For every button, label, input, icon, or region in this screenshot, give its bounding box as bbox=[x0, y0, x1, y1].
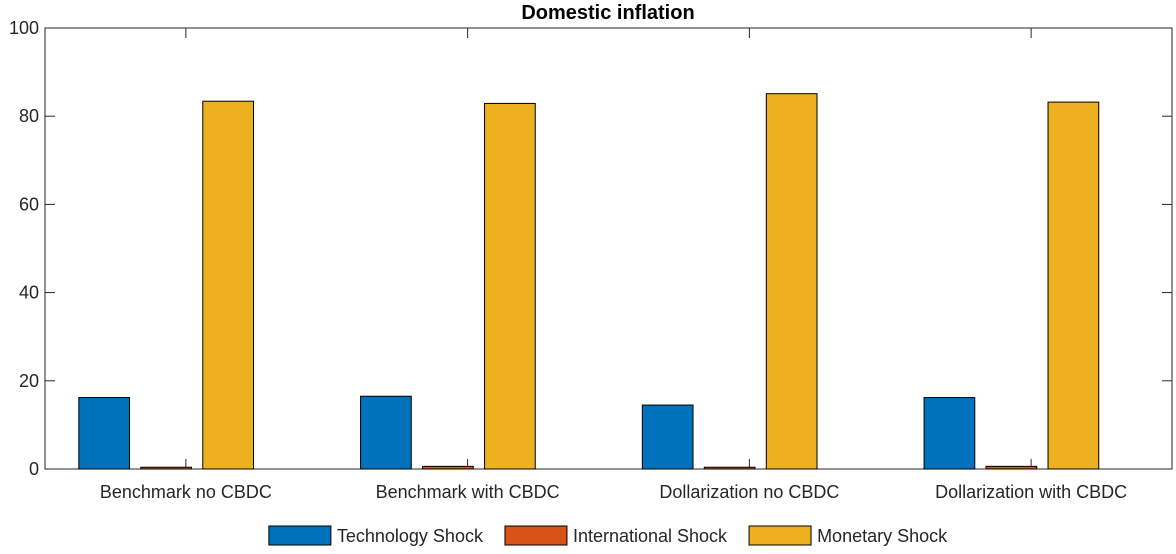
legend-swatch bbox=[504, 525, 568, 546]
bar bbox=[703, 466, 756, 470]
x-tick-label: Dollarization no CBDC bbox=[659, 482, 839, 502]
bar bbox=[202, 100, 254, 470]
y-tick-label: 80 bbox=[19, 106, 39, 126]
y-tick-label: 100 bbox=[9, 18, 39, 38]
y-tick-label: 40 bbox=[19, 283, 39, 303]
x-tick-label: Benchmark with CBDC bbox=[376, 482, 560, 502]
bar bbox=[641, 404, 694, 470]
legend-label: Monetary Shock bbox=[817, 526, 948, 546]
legend: Technology Shock International Shock Monet… bbox=[268, 525, 948, 546]
bar bbox=[923, 397, 976, 470]
chart-title: Domestic inflation bbox=[521, 2, 694, 24]
bar bbox=[78, 397, 131, 470]
y-tick-label: 0 bbox=[29, 459, 39, 479]
legend-label: Technology Shock bbox=[337, 526, 484, 546]
bar bbox=[985, 465, 1038, 470]
y-tick-label: 60 bbox=[19, 194, 39, 214]
legend-swatch bbox=[268, 525, 332, 546]
bar bbox=[765, 93, 818, 470]
plot-area: 0 20 40 60 80 100 Benchmark no CBDC Benchmark w… bbox=[9, 18, 1173, 502]
bar bbox=[360, 395, 412, 470]
bar bbox=[1047, 101, 1100, 470]
bar bbox=[422, 465, 474, 470]
y-tick-label: 20 bbox=[19, 371, 39, 391]
bar bbox=[140, 466, 193, 470]
x-tick-label: Benchmark no CBDC bbox=[100, 482, 272, 502]
x-tick-label: Dollarization with CBDC bbox=[935, 482, 1127, 502]
bar bbox=[484, 102, 536, 470]
legend-label: International Shock bbox=[573, 526, 728, 546]
axes-box bbox=[44, 27, 1173, 470]
legend-swatch bbox=[748, 525, 812, 546]
